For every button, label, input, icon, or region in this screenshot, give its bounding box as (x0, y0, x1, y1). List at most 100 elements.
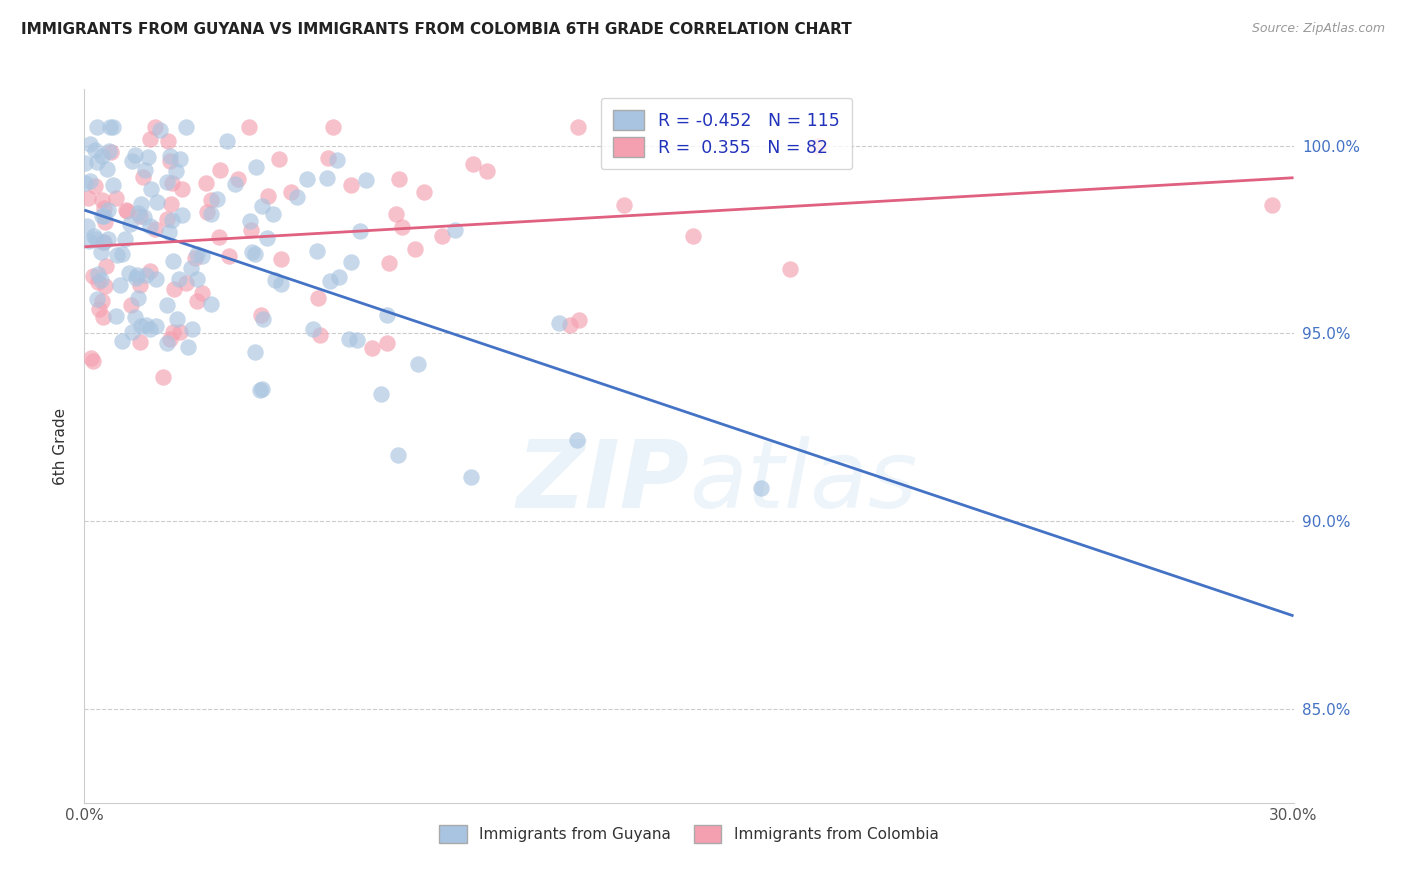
Point (404, 242, 426, 256)
Point (413, 185, 436, 199)
Text: ZIP: ZIP (516, 435, 689, 528)
Point (270, 277, 292, 292)
Point (1261, 198, 1284, 212)
Point (250, 199, 273, 213)
Point (160, 176, 183, 190)
Point (73, 176, 96, 190)
Point (285, 189, 308, 203)
Point (86, 155, 108, 169)
Point (93, 235, 115, 249)
Point (145, 271, 167, 285)
Point (326, 153, 349, 167)
Point (76, 219, 98, 233)
Point (152, 370, 174, 384)
Point (90, 293, 112, 308)
Point (270, 252, 292, 267)
Point (125, 268, 148, 283)
Point (406, 357, 429, 371)
Point (77, 191, 100, 205)
Point (295, 172, 318, 186)
Point (143, 120, 166, 134)
Point (96, 259, 118, 273)
Point (93, 201, 115, 215)
Point (779, 262, 801, 277)
Point (124, 147, 146, 161)
Point (172, 208, 194, 222)
Point (115, 204, 138, 219)
Point (91, 149, 114, 163)
Point (243, 247, 266, 261)
Point (215, 134, 238, 148)
Point (200, 297, 222, 311)
Point (354, 173, 377, 187)
Point (138, 151, 160, 165)
Point (105, 191, 128, 205)
Point (315, 170, 337, 185)
Text: IMMIGRANTS FROM GUYANA VS IMMIGRANTS FROM COLOMBIA 6TH GRADE CORRELATION CHART: IMMIGRANTS FROM GUYANA VS IMMIGRANTS FRO… (21, 22, 852, 37)
Point (156, 134, 179, 148)
Point (111, 334, 134, 349)
Point (205, 192, 228, 206)
Point (430, 229, 453, 244)
Point (806, 139, 828, 153)
Point (191, 249, 214, 263)
Point (240, 223, 263, 237)
Point (186, 293, 208, 308)
Point (145, 318, 167, 333)
Point (121, 326, 143, 340)
Point (124, 310, 146, 325)
Point (87, 275, 110, 289)
Point (129, 278, 152, 293)
Point (132, 169, 155, 184)
Point (305, 244, 328, 258)
Point (191, 286, 214, 301)
Point (91, 193, 114, 207)
Point (165, 164, 187, 178)
Text: Source: ZipAtlas.com: Source: ZipAtlas.com (1251, 22, 1385, 36)
Point (80, 351, 103, 365)
Point (548, 316, 571, 330)
Point (111, 246, 134, 260)
Point (567, 120, 589, 134)
Point (318, 274, 340, 288)
Point (163, 281, 186, 295)
Point (256, 231, 278, 245)
Point (267, 152, 290, 166)
Point (159, 332, 181, 346)
Point (177, 340, 200, 354)
Point (129, 335, 152, 350)
Point (108, 278, 131, 293)
Point (226, 171, 249, 186)
Point (79, 137, 101, 152)
Point (156, 336, 179, 351)
Point (378, 256, 401, 270)
Point (114, 232, 136, 246)
Point (134, 162, 156, 177)
Point (186, 272, 208, 286)
Point (384, 206, 406, 220)
Point (129, 209, 152, 223)
Point (100, 145, 122, 160)
Point (83, 228, 105, 243)
Point (280, 185, 302, 199)
Point (97, 232, 120, 246)
Point (84, 179, 107, 194)
Point (139, 219, 162, 234)
Point (250, 382, 273, 396)
Point (159, 153, 181, 168)
Point (309, 327, 332, 342)
Point (73, 156, 96, 170)
Point (195, 204, 218, 219)
Point (93, 235, 115, 249)
Point (360, 341, 382, 355)
Point (87, 267, 110, 281)
Point (86, 120, 108, 134)
Point (613, 198, 636, 212)
Point (127, 205, 149, 219)
Point (79, 174, 101, 188)
Point (82, 354, 104, 368)
Point (101, 178, 124, 193)
Point (444, 222, 467, 236)
Point (240, 245, 263, 260)
Point (157, 225, 180, 239)
